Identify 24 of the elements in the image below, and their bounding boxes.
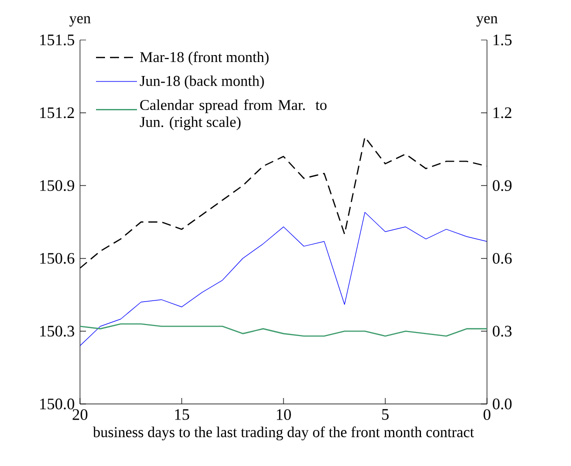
- y-tick-label: 151.2: [40, 107, 74, 118]
- y-tick-label: 150.9: [40, 180, 74, 192]
- x-tick-label: 0: [484, 409, 490, 420]
- legend-label: Mar-18 (front month): [140, 51, 269, 66]
- x-tick-label: 20: [72, 409, 88, 420]
- y-axis-title: yen: [69, 16, 91, 26]
- x-axis-title: business days to the last trading day of the front month contract: [92, 426, 474, 440]
- y2-axis-title: yen: [476, 16, 498, 26]
- y-tick-label: 151.5: [40, 34, 74, 46]
- legend-label: Calendar spread from Mar. to Jun. (right scale): [140, 99, 327, 130]
- y-tick-label: 150.0: [40, 398, 74, 410]
- y2-tick-label: 0.3: [492, 326, 512, 337]
- legend-label: Jun-18 (back month): [140, 75, 264, 90]
- y2-tick-label: 0.6: [492, 252, 512, 264]
- x-tick-label: 10: [276, 409, 291, 420]
- x-tick-label: 5: [382, 409, 389, 420]
- y2-tick-label: 0.0: [492, 398, 512, 410]
- line-series: [80, 212, 487, 346]
- x-tick-label: 15: [175, 409, 190, 420]
- y2-tick-label: 1.5: [494, 34, 512, 46]
- y2-tick-label: 0.9: [492, 180, 512, 192]
- y-tick-label: 150.6: [40, 252, 74, 264]
- y-tick-label: 150.3: [40, 326, 74, 337]
- y2-tick-label: 1.2: [494, 107, 512, 118]
